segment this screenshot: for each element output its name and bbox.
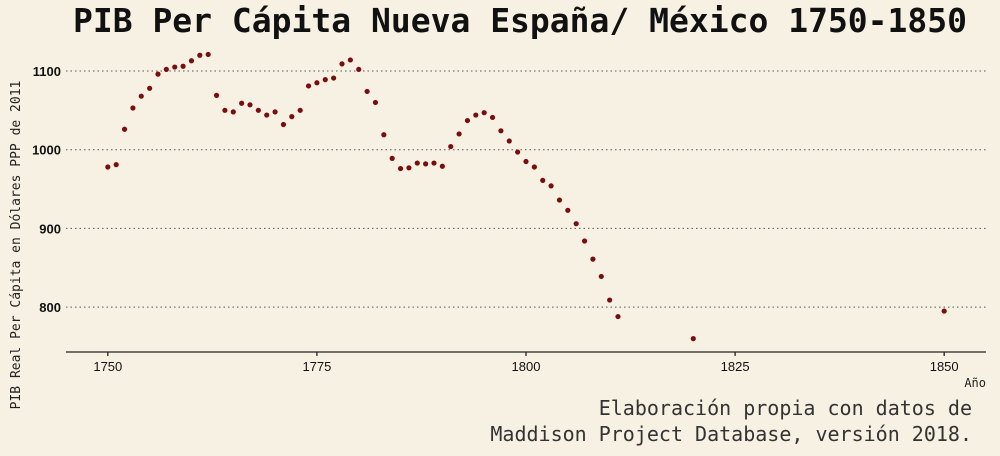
data-point bbox=[305, 83, 312, 89]
x-tick-label: 1750 bbox=[93, 359, 122, 374]
chart-title: PIB Per Cápita Nueva España/ México 1750… bbox=[73, 1, 967, 40]
data-point bbox=[247, 102, 253, 108]
data-point bbox=[690, 336, 696, 342]
data-point bbox=[489, 114, 496, 121]
data-point bbox=[255, 107, 261, 113]
y-tick-label: 900 bbox=[39, 221, 61, 236]
data-point bbox=[389, 155, 395, 161]
data-point bbox=[138, 93, 144, 99]
x-tick-label: 1825 bbox=[721, 359, 750, 374]
data-point bbox=[573, 221, 579, 227]
data-point bbox=[506, 138, 512, 144]
data-point bbox=[113, 162, 119, 168]
data-point bbox=[331, 75, 337, 81]
data-point bbox=[356, 66, 362, 73]
data-point bbox=[239, 100, 245, 106]
data-points bbox=[105, 51, 947, 342]
data-point bbox=[397, 165, 404, 172]
data-point bbox=[339, 61, 345, 67]
data-point bbox=[147, 85, 153, 91]
data-point bbox=[423, 161, 429, 167]
data-point bbox=[581, 238, 588, 244]
data-point bbox=[205, 51, 211, 58]
x-tick-labels: 1750 1775 1800 1825 1850 bbox=[93, 359, 958, 374]
data-point bbox=[314, 80, 320, 86]
data-point bbox=[523, 158, 529, 165]
x-tick-label: 1850 bbox=[930, 359, 959, 374]
data-point bbox=[180, 63, 186, 69]
data-point bbox=[172, 64, 178, 70]
data-point bbox=[264, 112, 270, 118]
data-point bbox=[130, 105, 136, 111]
data-point bbox=[531, 164, 537, 170]
y-axis-label: PIB Real Per Cápita en Dólares PPP de 20… bbox=[9, 81, 24, 410]
x-tick-label: 1775 bbox=[302, 359, 331, 374]
x-tick-label: 1800 bbox=[512, 359, 541, 374]
data-point bbox=[155, 71, 161, 77]
data-point bbox=[289, 114, 295, 120]
data-point bbox=[381, 132, 387, 138]
data-point bbox=[105, 164, 111, 170]
data-point bbox=[590, 256, 596, 262]
y-tick-label: 1100 bbox=[33, 64, 61, 79]
data-point bbox=[941, 308, 947, 314]
data-point bbox=[322, 77, 328, 83]
data-point bbox=[121, 126, 128, 132]
data-point bbox=[297, 107, 303, 113]
data-point bbox=[548, 183, 554, 189]
x-axis-label: Año bbox=[964, 376, 986, 390]
data-point bbox=[540, 177, 546, 183]
data-point bbox=[431, 160, 437, 166]
data-point bbox=[188, 58, 195, 64]
data-point bbox=[272, 109, 278, 115]
data-point bbox=[222, 107, 228, 113]
data-point bbox=[197, 52, 203, 58]
axes bbox=[66, 351, 986, 356]
data-point bbox=[448, 143, 454, 150]
data-point bbox=[464, 117, 471, 124]
data-point bbox=[565, 207, 571, 213]
data-point bbox=[230, 109, 236, 115]
source-caption-line-1: Elaboración propia con datos de bbox=[599, 396, 972, 420]
data-point bbox=[498, 128, 504, 134]
data-point bbox=[364, 88, 370, 95]
data-point bbox=[213, 92, 220, 98]
data-point bbox=[556, 197, 563, 203]
y-tick-label: 1000 bbox=[32, 143, 61, 158]
data-point bbox=[163, 66, 169, 73]
data-point bbox=[347, 57, 353, 63]
data-point bbox=[515, 149, 521, 155]
data-point bbox=[280, 121, 287, 128]
y-tick-labels: 800 900 1000 1100 bbox=[32, 64, 61, 315]
data-point bbox=[481, 110, 487, 116]
data-point bbox=[598, 273, 604, 280]
data-point bbox=[456, 131, 462, 137]
data-point bbox=[473, 112, 479, 118]
data-point bbox=[372, 99, 379, 106]
data-point bbox=[406, 165, 412, 171]
source-caption-line-2: Maddison Project Database, versión 2018. bbox=[490, 422, 972, 446]
grid-lines bbox=[66, 70, 986, 308]
y-tick-label: 800 bbox=[39, 300, 61, 315]
data-point bbox=[414, 160, 420, 166]
data-point bbox=[439, 163, 445, 169]
data-point bbox=[615, 313, 621, 320]
data-point bbox=[607, 297, 613, 303]
